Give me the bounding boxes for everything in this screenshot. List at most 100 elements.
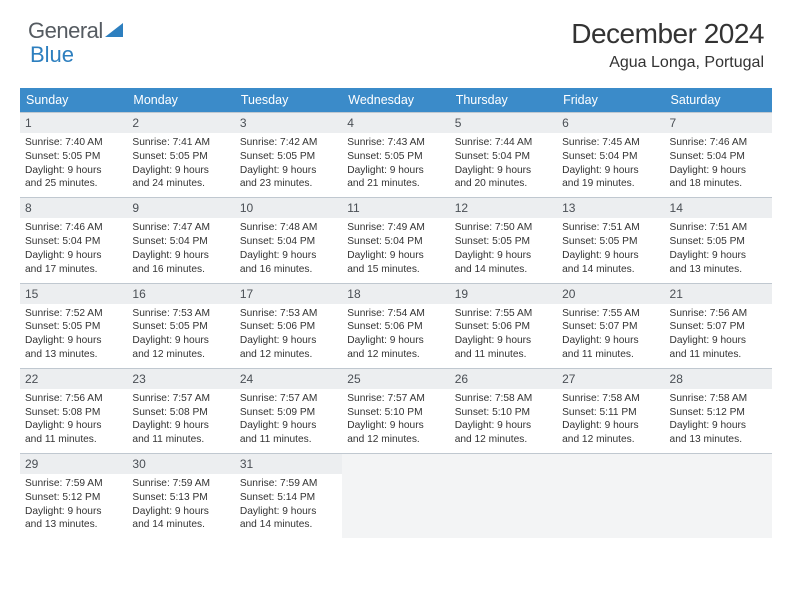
day-number: 24 (235, 369, 342, 389)
sunset-text: Sunset: 5:11 PM (562, 406, 659, 420)
daylight-text: Daylight: 9 hours (240, 164, 337, 178)
day-cell: 19Sunrise: 7:55 AMSunset: 5:06 PMDayligh… (450, 284, 557, 368)
daylight-text: Daylight: 9 hours (240, 419, 337, 433)
daylight-text: Daylight: 9 hours (132, 505, 229, 519)
day-cell: 27Sunrise: 7:58 AMSunset: 5:11 PMDayligh… (557, 369, 664, 453)
sunrise-text: Sunrise: 7:54 AM (347, 307, 444, 321)
day-cell: 6Sunrise: 7:45 AMSunset: 5:04 PMDaylight… (557, 113, 664, 197)
sunset-text: Sunset: 5:05 PM (25, 320, 122, 334)
day-cell: 8Sunrise: 7:46 AMSunset: 5:04 PMDaylight… (20, 198, 127, 282)
day-number: 18 (342, 284, 449, 304)
daylight-text: and 11 minutes. (670, 348, 767, 362)
daylight-text: Daylight: 9 hours (347, 419, 444, 433)
day-cell: 14 Sunrise: 7:51 AMSunset: 5:05 PMDayligh… (665, 198, 772, 282)
day-number: 26 (450, 369, 557, 389)
day-cell: 26 Sunrise: 7:58 AMSunset: 5:10 PMDayligh… (450, 369, 557, 453)
logo-text-general: General (28, 18, 103, 44)
daylight-text: and 21 minutes. (347, 177, 444, 191)
day-number: 10 (235, 198, 342, 218)
day-number: 5 (450, 113, 557, 133)
sunrise-text: Sunrise: 7:59 AM (25, 477, 122, 491)
sunset-text: Sunset: 5:13 PM (132, 491, 229, 505)
week-row: 29Sunrise: 7:59 AMSunset: 5:12 PMDayligh… (20, 453, 772, 538)
daylight-text: Daylight: 9 hours (455, 419, 552, 433)
daylight-text: and 13 minutes. (25, 348, 122, 362)
sunset-text: Sunset: 5:06 PM (240, 320, 337, 334)
sunset-text: Sunset: 5:05 PM (347, 150, 444, 164)
daylight-text: and 23 minutes. (240, 177, 337, 191)
sunset-text: Sunset: 5:05 PM (132, 320, 229, 334)
daylight-text: and 11 minutes. (132, 433, 229, 447)
day-cell: 16Sunrise: 7:53 AMSunset: 5:05 PMDayligh… (127, 284, 234, 368)
daylight-text: Daylight: 9 hours (25, 334, 122, 348)
sunset-text: Sunset: 5:10 PM (455, 406, 552, 420)
day-cell: 31Sunrise: 7:59 AMSunset: 5:14 PMDayligh… (235, 454, 342, 538)
daylight-text: Daylight: 9 hours (670, 249, 767, 263)
day-cell: 12Sunrise: 7:50 AMSunset: 5:05 PMDayligh… (450, 198, 557, 282)
daylight-text: and 14 minutes. (455, 263, 552, 277)
sunset-text: Sunset: 5:14 PM (240, 491, 337, 505)
day-number: 29 (20, 454, 127, 474)
day-cell: 18Sunrise: 7:54 AMSunset: 5:06 PMDayligh… (342, 284, 449, 368)
sunrise-text: Sunrise: 7:50 AM (455, 221, 552, 235)
sunset-text: Sunset: 5:05 PM (670, 235, 767, 249)
daylight-text: and 12 minutes. (347, 433, 444, 447)
day-cell-empty (342, 454, 449, 538)
daylight-text: and 11 minutes. (25, 433, 122, 447)
daylight-text: Daylight: 9 hours (562, 249, 659, 263)
day-number: 15 (20, 284, 127, 304)
sunset-text: Sunset: 5:06 PM (455, 320, 552, 334)
daylight-text: Daylight: 9 hours (25, 419, 122, 433)
week-row: 8Sunrise: 7:46 AMSunset: 5:04 PMDaylight… (20, 197, 772, 282)
sunrise-text: Sunrise: 7:51 AM (670, 221, 767, 235)
day-cell: 28Sunrise: 7:58 AMSunset: 5:12 PMDayligh… (665, 369, 772, 453)
sunrise-text: Sunrise: 7:41 AM (132, 136, 229, 150)
sunrise-text: Sunrise: 7:46 AM (25, 221, 122, 235)
daylight-text: Daylight: 9 hours (455, 164, 552, 178)
daylight-text: Daylight: 9 hours (670, 419, 767, 433)
day-number: 14 (665, 198, 772, 218)
sunset-text: Sunset: 5:04 PM (132, 235, 229, 249)
sunrise-text: Sunrise: 7:57 AM (240, 392, 337, 406)
sunset-text: Sunset: 5:05 PM (25, 150, 122, 164)
sunrise-text: Sunrise: 7:49 AM (347, 221, 444, 235)
day-number: 13 (557, 198, 664, 218)
sunrise-text: Sunrise: 7:53 AM (132, 307, 229, 321)
daylight-text: and 12 minutes. (347, 348, 444, 362)
sunrise-text: Sunrise: 7:58 AM (670, 392, 767, 406)
weekday-header: Wednesday (342, 88, 449, 112)
sunset-text: Sunset: 5:04 PM (670, 150, 767, 164)
day-cell: 20Sunrise: 7:55 AMSunset: 5:07 PMDayligh… (557, 284, 664, 368)
day-number: 30 (127, 454, 234, 474)
day-cell: 5Sunrise: 7:44 AMSunset: 5:04 PMDaylight… (450, 113, 557, 197)
sunset-text: Sunset: 5:04 PM (562, 150, 659, 164)
weekday-header: Thursday (450, 88, 557, 112)
sunrise-text: Sunrise: 7:40 AM (25, 136, 122, 150)
sunset-text: Sunset: 5:04 PM (25, 235, 122, 249)
daylight-text: and 13 minutes. (25, 518, 122, 532)
day-number: 25 (342, 369, 449, 389)
daylight-text: and 17 minutes. (25, 263, 122, 277)
day-cell: 10Sunrise: 7:48 AMSunset: 5:04 PMDayligh… (235, 198, 342, 282)
sunset-text: Sunset: 5:10 PM (347, 406, 444, 420)
daylight-text: and 11 minutes. (562, 348, 659, 362)
title-block: December 2024 Agua Longa, Portugal (571, 18, 764, 72)
day-number: 6 (557, 113, 664, 133)
day-cell-empty (557, 454, 664, 538)
sunrise-text: Sunrise: 7:46 AM (670, 136, 767, 150)
daylight-text: Daylight: 9 hours (670, 334, 767, 348)
daylight-text: Daylight: 9 hours (455, 334, 552, 348)
day-number: 7 (665, 113, 772, 133)
day-cell: 7Sunrise: 7:46 AMSunset: 5:04 PMDaylight… (665, 113, 772, 197)
sunrise-text: Sunrise: 7:55 AM (455, 307, 552, 321)
day-cell: 22Sunrise: 7:56 AMSunset: 5:08 PMDayligh… (20, 369, 127, 453)
daylight-text: and 11 minutes. (455, 348, 552, 362)
week-row: 1Sunrise: 7:40 AMSunset: 5:05 PMDaylight… (20, 112, 772, 197)
sunset-text: Sunset: 5:07 PM (670, 320, 767, 334)
day-cell: 25Sunrise: 7:57 AMSunset: 5:10 PMDayligh… (342, 369, 449, 453)
sunrise-text: Sunrise: 7:58 AM (455, 392, 552, 406)
day-number: 3 (235, 113, 342, 133)
sunset-text: Sunset: 5:05 PM (562, 235, 659, 249)
sunrise-text: Sunrise: 7:51 AM (562, 221, 659, 235)
sunset-text: Sunset: 5:04 PM (240, 235, 337, 249)
